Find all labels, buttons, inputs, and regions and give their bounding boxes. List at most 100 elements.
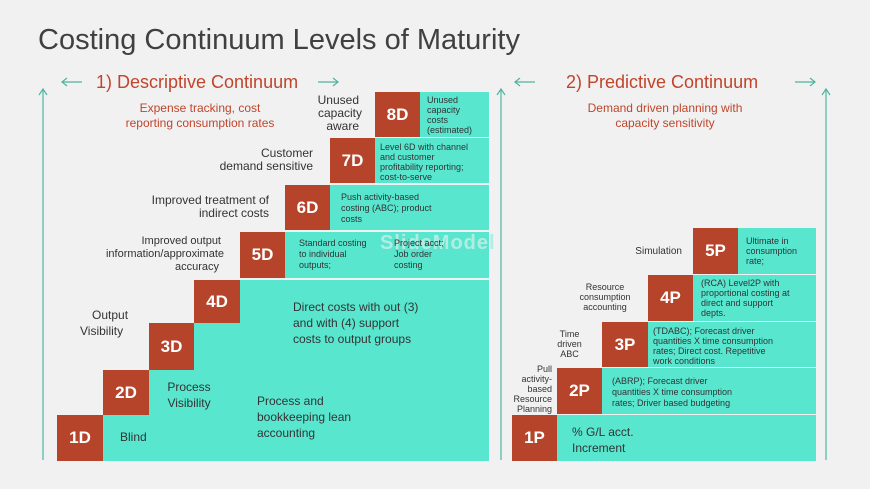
level-8d-box: 8D (375, 92, 420, 137)
level-1d-desc: Process and bookkeeping lean accounting (257, 393, 351, 441)
desc-line: (ABRP); Forecast driver (612, 376, 708, 386)
label-line: consumption (579, 292, 631, 302)
predictive-heading: 2) Predictive Continuum (566, 72, 759, 92)
descriptive-heading: 1) Descriptive Continuum (96, 72, 299, 92)
desc-line: Project acct; (394, 238, 444, 248)
desc-line: Process and (257, 394, 324, 408)
desc-line: Job order (394, 249, 433, 259)
level-7d-desc: Level 6D with channel and customer profi… (380, 142, 468, 182)
desc-line: (estimated) (427, 125, 473, 135)
label-line: Time (559, 329, 580, 339)
desc-line: consumption (746, 246, 798, 256)
level-2p-label: Pull activity- based Resource Planning (504, 364, 552, 414)
level-3p-label: Time driven ABC (548, 329, 591, 359)
desc-line: rate; (746, 256, 765, 266)
label-line: ABC (560, 349, 579, 359)
level-2d-box: 2D (103, 370, 149, 415)
level-code: 5P (705, 241, 726, 260)
desc-line: and customer (380, 152, 435, 162)
label-line: based (527, 384, 552, 394)
level-5p-box: 5P (693, 228, 738, 274)
label-line: Pull (536, 364, 552, 374)
level-1p-box: 1P (512, 415, 557, 461)
label-line: driven (557, 339, 582, 349)
level-6d-label: Improved treatment of indirect costs (120, 194, 269, 220)
level-3p-desc: (TDABC); Forecast driver quantities X ti… (653, 326, 773, 366)
level-code: 3D (160, 336, 183, 356)
desc-line: capacity (427, 105, 461, 115)
level-code: 5D (251, 245, 274, 264)
label-line: activity- (521, 374, 552, 384)
label-line: Improved output (141, 235, 222, 247)
desc-line: % G/L acct. (572, 425, 634, 439)
desc-line: profitability reporting; (380, 162, 464, 172)
right-arrowhead-icon (332, 77, 339, 87)
level-code: 4P (660, 288, 681, 307)
stair-3d (149, 323, 489, 371)
label-line: Customer (260, 146, 313, 160)
stair-1p (512, 415, 816, 461)
level-code: 2P (569, 381, 590, 400)
descriptive-subtitle: Expense tracking, cost reporting consump… (105, 101, 295, 131)
label-line: indirect costs (198, 206, 269, 220)
descriptive-subtitle-line: Expense tracking, cost (139, 101, 261, 115)
desc-line: costs (341, 214, 363, 224)
level-8d-desc: Unused capacity costs (estimated) (427, 95, 472, 135)
level-code: 1P (524, 428, 545, 447)
desc-line: Standard costing (299, 238, 367, 248)
desc-line: cost-to-serve (380, 172, 433, 182)
desc-line: depts. (701, 308, 726, 318)
level-2p-box: 2P (557, 368, 602, 414)
level-code: 2D (115, 382, 137, 402)
level-3p-box: 3P (602, 322, 648, 367)
level-7d-label: Customer demand sensitive (195, 147, 313, 173)
level-2p-desc: (ABRP); Forecast driver quantities X tim… (612, 376, 732, 409)
label-line: capacity (317, 106, 362, 120)
level-code: 4D (206, 291, 228, 311)
desc-line: costs to output groups (293, 332, 412, 346)
label-line: accuracy (174, 261, 219, 273)
predictive-subtitle-line: capacity sensitivity (615, 116, 715, 130)
desc-line: costing (ABC); product (341, 203, 432, 213)
stair-4d (194, 280, 489, 324)
desc-line: (RCA) Level2P with (701, 278, 780, 288)
slide-title: Costing Continuum Levels of Maturity (38, 24, 520, 56)
label-line: demand sensitive (219, 159, 313, 173)
level-4p-desc: (RCA) Level2P with proportional costing … (701, 278, 790, 318)
desc-line: Ultimate in (746, 236, 789, 246)
label-line: aware (326, 119, 359, 133)
desc-line: direct and support (701, 298, 774, 308)
label-line: accounting (583, 302, 627, 312)
label-line: Resource (513, 394, 552, 404)
desc-line: to individual (299, 249, 347, 259)
desc-line: bookkeeping lean (257, 410, 352, 424)
level-code: 6D (296, 197, 319, 217)
desc-line: Level 6D with channel (380, 142, 469, 152)
level-1d-label: Blind (120, 430, 147, 444)
label-line: Improved treatment of (151, 193, 269, 207)
label-line: Visibility (167, 396, 211, 410)
predictive-subtitle: Demand driven planning with capacity sen… (565, 101, 765, 131)
level-5d-box: 5D (240, 232, 285, 278)
level-2d-label: Process Visibility (164, 379, 214, 411)
desc-line: Increment (572, 441, 626, 455)
level-8d-label: Unused capacity aware (300, 94, 362, 133)
label-line: Unused (317, 93, 359, 107)
level-5p-label: Simulation (635, 246, 682, 257)
level-code: 3P (614, 334, 636, 354)
descriptive-subtitle-line: reporting consumption rates (125, 116, 275, 130)
label-line: Process (167, 380, 211, 394)
level-5d-label: Improved output information/approximate … (70, 235, 224, 274)
predictive-subtitle-line: Demand driven planning with (587, 101, 743, 115)
label-line: Planning (516, 404, 552, 414)
desc-line: proportional costing at (701, 288, 790, 298)
desc-line: and with (4) support (293, 316, 400, 330)
label-line: Visibility (80, 324, 124, 338)
level-5p-desc: Ultimate in consumption rate; (746, 236, 797, 266)
level-code: 8D (386, 104, 409, 124)
desc-line: Unused (427, 95, 459, 105)
left-arrowhead-icon (61, 77, 68, 87)
level-7d-box: 7D (330, 138, 375, 183)
desc-line: work conditions (653, 356, 716, 366)
